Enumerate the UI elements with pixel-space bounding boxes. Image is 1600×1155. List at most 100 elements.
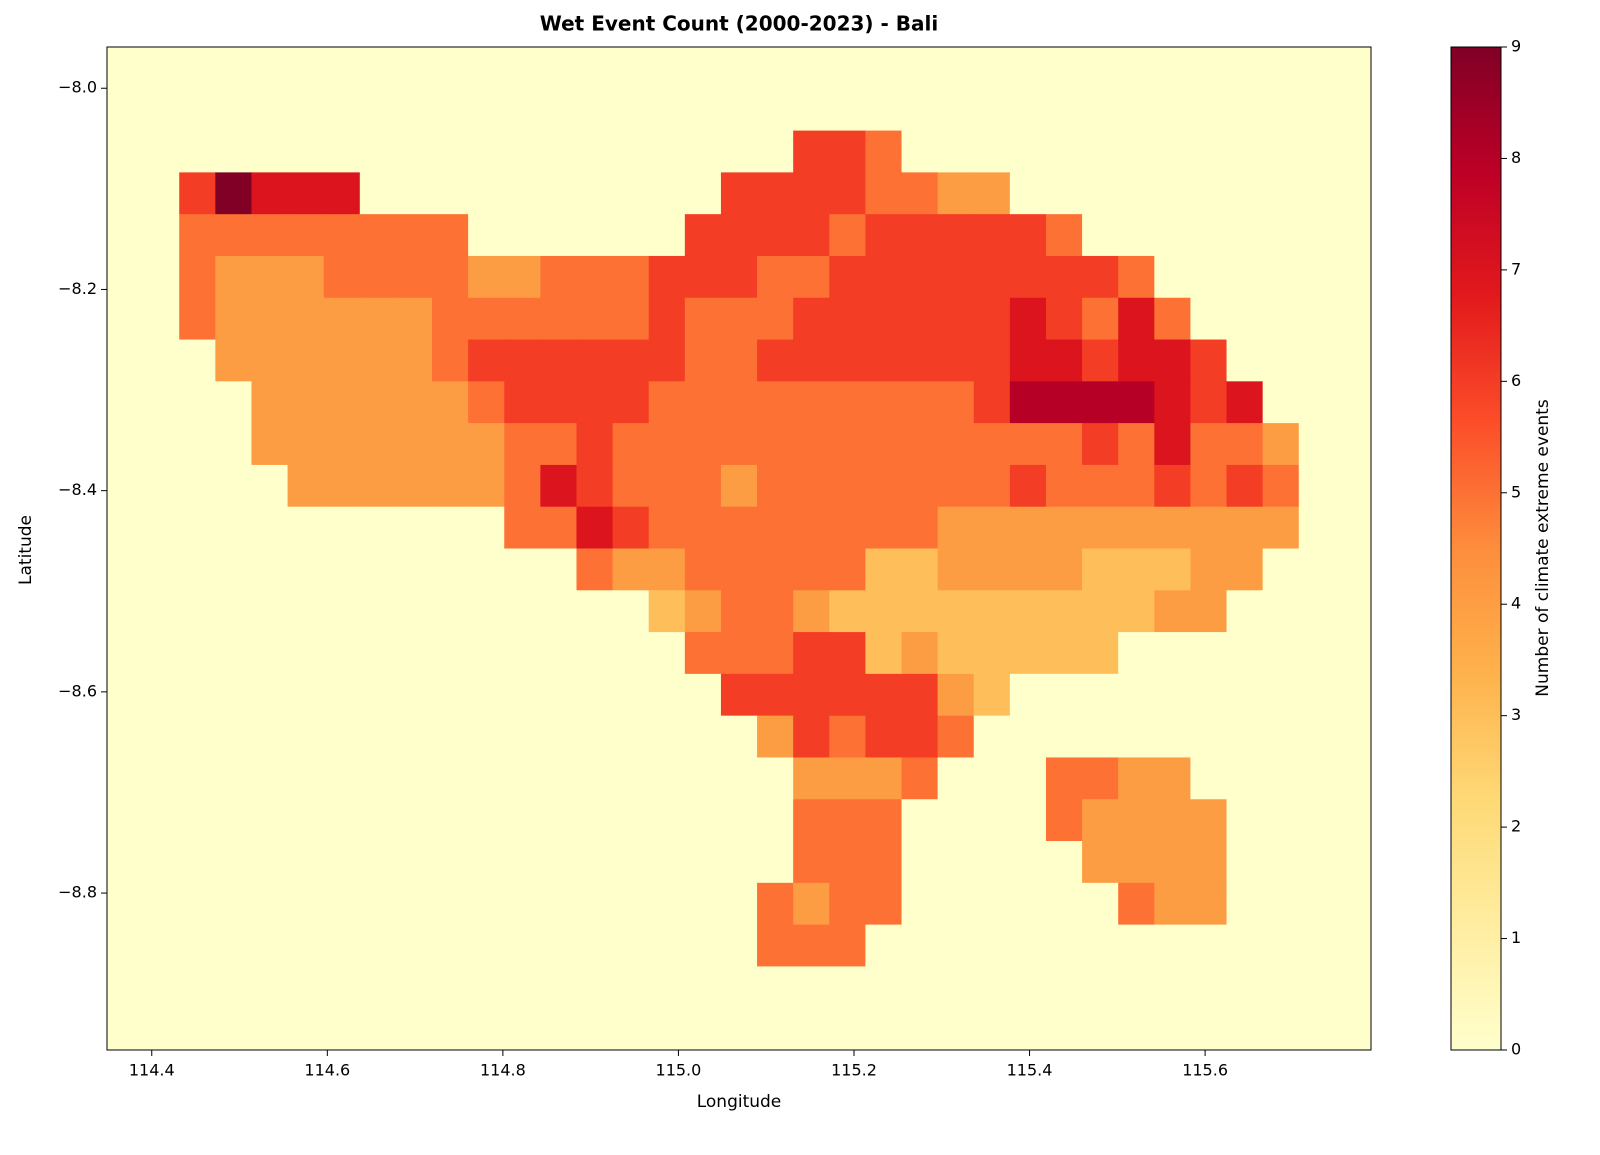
- heatmap-cell: [865, 966, 903, 1009]
- heatmap-cell: [1262, 423, 1300, 466]
- heatmap-cell: [720, 841, 758, 884]
- heatmap-cell: [937, 548, 975, 591]
- heatmap-cell: [829, 548, 866, 591]
- heatmap-cell: [504, 590, 541, 633]
- heatmap-cell: [359, 882, 397, 926]
- heatmap-cell: [504, 882, 541, 926]
- heatmap-cell: [1226, 924, 1264, 967]
- heatmap-cell: [323, 548, 361, 591]
- heatmap-cell: [215, 924, 252, 967]
- heatmap-cell: [323, 757, 361, 800]
- heatmap-cell: [143, 548, 180, 591]
- heatmap-cell: [359, 590, 397, 633]
- heatmap-cell: [432, 130, 469, 173]
- heatmap-cell: [684, 757, 722, 800]
- heatmap-cell: [612, 841, 650, 884]
- heatmap-cell: [432, 548, 469, 591]
- heatmap-cell: [1045, 172, 1083, 215]
- heatmap-cell: [648, 673, 686, 717]
- colorbar-tick-label: 4: [1511, 594, 1521, 613]
- heatmap-cell: [829, 1008, 866, 1051]
- heatmap-cell: [1334, 464, 1372, 508]
- heatmap-cell: [1190, 799, 1228, 842]
- colorbar-tick-label: 3: [1511, 705, 1521, 724]
- heatmap-cell: [359, 339, 397, 382]
- heatmap-cell: [1298, 172, 1336, 215]
- heatmap-cell: [1045, 88, 1083, 132]
- heatmap-cell: [576, 172, 614, 215]
- heatmap-cell: [1118, 47, 1155, 90]
- heatmap-cell: [720, 506, 758, 549]
- heatmap-cell: [901, 255, 939, 299]
- heatmap-cell: [576, 214, 614, 257]
- heatmap-cell: [1009, 255, 1047, 299]
- heatmap-cell: [540, 130, 577, 173]
- heatmap-cell: [287, 966, 325, 1009]
- heatmap-cell: [432, 590, 469, 633]
- heatmap-cell: [432, 715, 469, 758]
- heatmap-cell: [576, 882, 614, 926]
- heatmap-cell: [107, 47, 144, 90]
- heatmap-cell: [1009, 88, 1047, 132]
- heatmap-cell: [323, 464, 361, 508]
- colorbar-label: Number of climate extreme events: [1533, 399, 1553, 697]
- heatmap-cell: [720, 172, 758, 215]
- heatmap-cell: [1298, 548, 1336, 591]
- heatmap-cell: [432, 841, 469, 884]
- heatmap-cell: [937, 799, 975, 842]
- heatmap-cell: [1045, 924, 1083, 967]
- heatmap-cell: [648, 214, 686, 257]
- heatmap-cell: [359, 214, 397, 257]
- heatmap-cell: [1334, 673, 1372, 717]
- heatmap-cell: [395, 799, 433, 842]
- heatmap-cell: [540, 548, 577, 591]
- heatmap-cell: [504, 841, 541, 884]
- heatmap-cell: [793, 297, 830, 341]
- heatmap-cell: [1262, 506, 1300, 549]
- heatmap-cell: [937, 632, 975, 675]
- heatmap-cell: [1226, 673, 1264, 717]
- heatmap-cell: [1045, 423, 1083, 466]
- heatmap-cell: [468, 799, 505, 842]
- heatmap-cell: [215, 548, 252, 591]
- heatmap-cell: [1118, 297, 1155, 341]
- heatmap-cell: [793, 339, 830, 382]
- colorbar-tick-label: 1: [1511, 928, 1521, 947]
- heatmap-cell: [720, 632, 758, 675]
- heatmap-cell: [1190, 841, 1228, 884]
- heatmap-cell: [576, 673, 614, 717]
- heatmap-cell: [504, 632, 541, 675]
- heatmap-cell: [576, 130, 614, 173]
- heatmap-cell: [901, 799, 939, 842]
- heatmap-cell: [468, 924, 505, 967]
- heatmap-cell: [1334, 297, 1372, 341]
- heatmap-cell: [287, 757, 325, 800]
- heatmap-cell: [251, 673, 289, 717]
- heatmap-cell: [107, 924, 144, 967]
- heatmap-cell: [323, 47, 361, 90]
- heatmap-cell: [1226, 506, 1264, 549]
- heatmap-cell: [1118, 339, 1155, 382]
- chart-title: Wet Event Count (2000-2023) - Bali: [540, 12, 938, 36]
- heatmap-cell: [829, 172, 866, 215]
- heatmap-cell: [865, 88, 903, 132]
- heatmap-cell: [468, 47, 505, 90]
- heatmap-cell: [1298, 673, 1336, 717]
- heatmap-cell: [1154, 715, 1191, 758]
- heatmap-cell: [540, 47, 577, 90]
- heatmap-cell: [107, 172, 144, 215]
- heatmap-cell: [323, 924, 361, 967]
- heatmap-cell: [143, 966, 180, 1009]
- heatmap-cell: [1009, 47, 1047, 90]
- heatmap-cell: [359, 464, 397, 508]
- heatmap-cell: [973, 88, 1011, 132]
- heatmap-cell: [612, 1008, 650, 1051]
- heatmap-cell: [1118, 464, 1155, 508]
- heatmap-cell: [1154, 423, 1191, 466]
- heatmap-cell: [684, 715, 722, 758]
- heatmap-cell: [937, 882, 975, 926]
- heatmap-cell: [432, 381, 469, 424]
- heatmap-cell: [1262, 339, 1300, 382]
- heatmap-cell: [865, 882, 903, 926]
- heatmap-cell: [287, 1008, 325, 1051]
